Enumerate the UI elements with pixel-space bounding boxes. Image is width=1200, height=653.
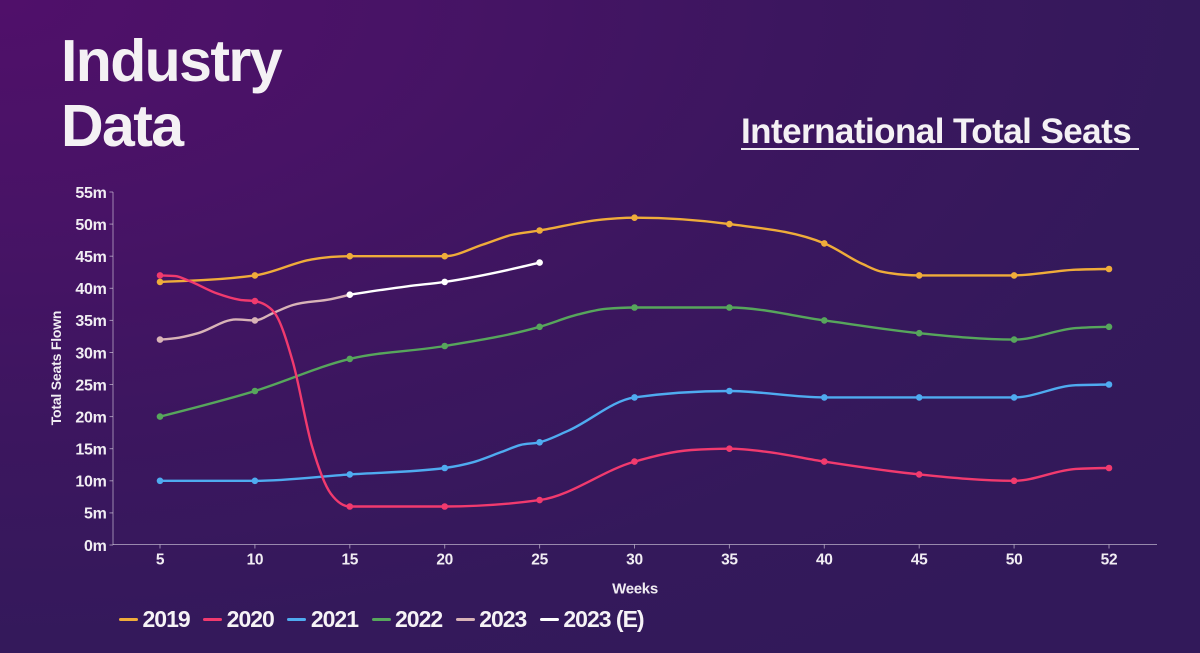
- svg-text:15: 15: [341, 552, 358, 569]
- svg-text:35m: 35m: [75, 313, 106, 330]
- svg-text:50: 50: [1006, 552, 1023, 569]
- svg-text:45m: 45m: [75, 249, 106, 266]
- svg-text:50m: 50m: [75, 217, 106, 234]
- svg-text:15m: 15m: [75, 442, 106, 459]
- svg-text:25: 25: [531, 552, 548, 569]
- svg-text:45: 45: [911, 552, 928, 569]
- svg-text:Weeks: Weeks: [612, 581, 658, 598]
- svg-text:55m: 55m: [75, 185, 106, 202]
- svg-text:35: 35: [721, 552, 738, 569]
- svg-text:25m: 25m: [75, 377, 106, 394]
- svg-text:0m: 0m: [84, 538, 107, 555]
- svg-text:52: 52: [1101, 552, 1118, 569]
- svg-text:20m: 20m: [75, 409, 106, 426]
- svg-text:30m: 30m: [75, 345, 106, 362]
- svg-text:Total Seats Flown: Total Seats Flown: [48, 311, 64, 426]
- svg-text:5m: 5m: [84, 506, 107, 523]
- svg-text:40: 40: [816, 552, 833, 569]
- svg-text:20: 20: [436, 552, 453, 569]
- svg-text:40m: 40m: [75, 281, 106, 298]
- svg-text:10m: 10m: [75, 474, 106, 491]
- svg-text:5: 5: [156, 552, 165, 569]
- svg-text:30: 30: [626, 552, 643, 569]
- svg-text:10: 10: [247, 552, 264, 569]
